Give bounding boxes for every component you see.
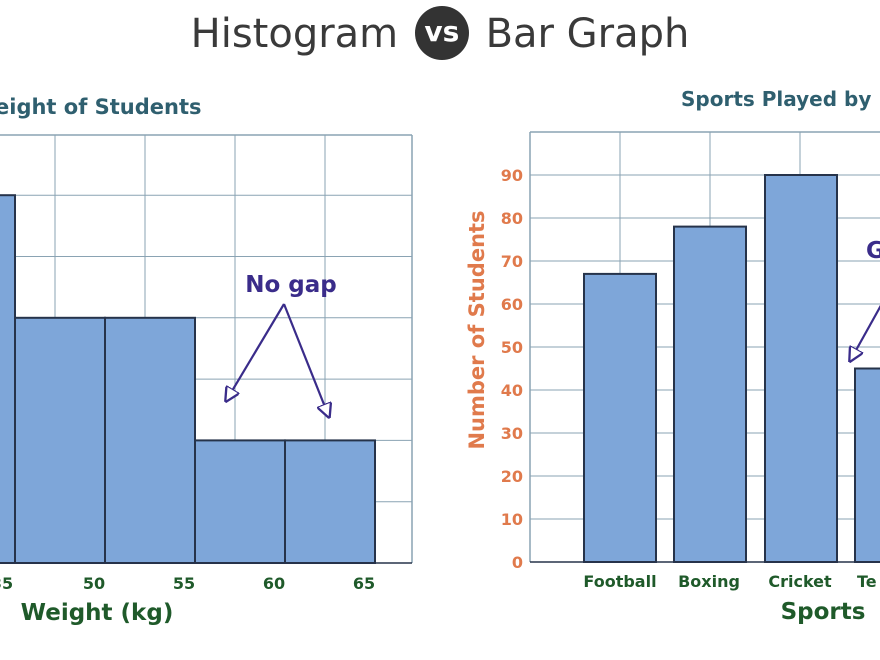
bar-graph-y-tick-label: 60 bbox=[501, 295, 523, 314]
bar-graph-category-label: Te bbox=[857, 572, 877, 591]
histogram-chart: eight of Students 35 50 55 60 65 Weight (kg) No… bbox=[0, 95, 413, 626]
page-title-right: Bar Graph bbox=[485, 11, 690, 57]
annotation-arrow bbox=[850, 304, 880, 361]
bar-graph-title: Sports Played by bbox=[681, 87, 871, 111]
bar-graph-y-tick-label: 10 bbox=[501, 510, 523, 529]
bar-graph-y-tick-label: 20 bbox=[501, 467, 523, 486]
page-title: Histogram vs Bar Graph bbox=[0, 6, 880, 62]
bar-graph-y-tick-label: 50 bbox=[501, 338, 523, 357]
bar-graph-category-label: Boxing bbox=[678, 572, 740, 591]
annotation-arrow bbox=[282, 303, 329, 417]
histogram-bar bbox=[104, 316, 196, 564]
page-title-left: Histogram bbox=[190, 11, 399, 57]
vs-badge: vs bbox=[414, 6, 469, 60]
annotation-no-gap: No gap bbox=[245, 272, 337, 298]
histogram-tick-label: 60 bbox=[263, 574, 285, 593]
histogram-bar bbox=[284, 439, 376, 564]
bar-graph-chart: Sports Played by 0 10 20 30 40 50 60 70 80 90 Numbe… bbox=[465, 87, 880, 625]
histogram-bar bbox=[14, 316, 106, 564]
histogram-bar bbox=[194, 439, 286, 564]
bar-graph-y-tick-label: 70 bbox=[501, 252, 523, 271]
histogram-tick-label: 65 bbox=[353, 574, 375, 593]
bar-graph-y-axis-label: Number of Students bbox=[465, 210, 489, 449]
bar-graph-x-axis-label: Sports bbox=[781, 599, 866, 625]
bar-graph-y-tick-label: 90 bbox=[501, 166, 523, 185]
histogram-x-axis-label: Weight (kg) bbox=[21, 600, 174, 626]
bar-graph-y-tick-label: 30 bbox=[501, 424, 523, 443]
annotation-gap: G bbox=[866, 238, 880, 264]
bar-graph-y-tick-label: 80 bbox=[501, 209, 523, 228]
bar-te bbox=[854, 367, 880, 563]
bar-football bbox=[583, 272, 657, 563]
annotation-arrow bbox=[226, 303, 285, 401]
bar-cricket bbox=[764, 174, 838, 563]
histogram-tick-label: 50 bbox=[83, 574, 105, 593]
histogram-bar bbox=[0, 194, 16, 564]
bar-graph-category-label: Cricket bbox=[768, 572, 832, 591]
histogram-tick-label: 55 bbox=[173, 574, 195, 593]
bar-boxing bbox=[673, 225, 747, 563]
bar-graph-y-tick-label: 0 bbox=[512, 553, 523, 572]
bar-graph-y-tick-label: 40 bbox=[501, 381, 523, 400]
histogram-title: eight of Students bbox=[0, 95, 202, 119]
histogram-tick-label: 35 bbox=[0, 574, 13, 593]
bar-graph-category-label: Football bbox=[583, 572, 656, 591]
